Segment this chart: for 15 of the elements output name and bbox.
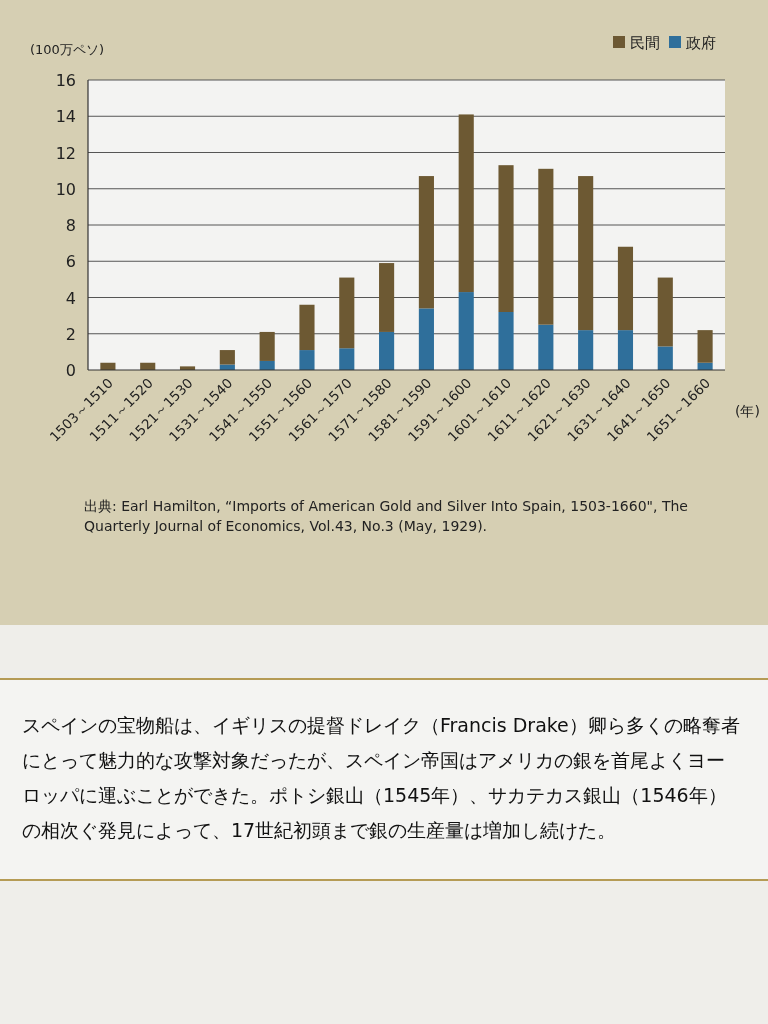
note: スペインの宝物船は、イギリスの提督ドレイク（Francis Drake）卿ら多くの略奪者にとって魅力的な攻撃対象だったが、スペイン帝国はアメリカの銀を首尾よくヨーロッパに運ぶことができた。ポトシ銀山（1545年）、サカテカス銀山（1546年）の相次ぐ発見によって、17世紀初頭まで銀の生産量は増加し続けた。 — [0, 678, 768, 881]
xlabel: (年) — [735, 403, 760, 419]
ytick-label: 4 — [65, 288, 76, 308]
ytick-label: 8 — [65, 216, 76, 235]
ytick-label: 12 — [55, 143, 76, 163]
ytick-label: 10 — [55, 179, 76, 199]
source: 出典: Earl Hamilton, “Imports of American Gold and Silver Into Spain, 1503-1660", The Quarterly Journal of Economics, Vol.43, No.3 (May, 1929). — [84, 497, 689, 537]
legend-label: 政府 — [686, 34, 716, 52]
ytick-label: 2 — [65, 324, 76, 344]
ytick-label: 16 — [55, 71, 76, 90]
ytick-label: 0 — [65, 361, 76, 380]
ytick-label: 6 — [65, 252, 76, 272]
ytick-label: 14 — [55, 107, 76, 127]
legend-label: 民間 — [630, 34, 660, 52]
ylabel: (100万ペソ) — [30, 42, 104, 57]
